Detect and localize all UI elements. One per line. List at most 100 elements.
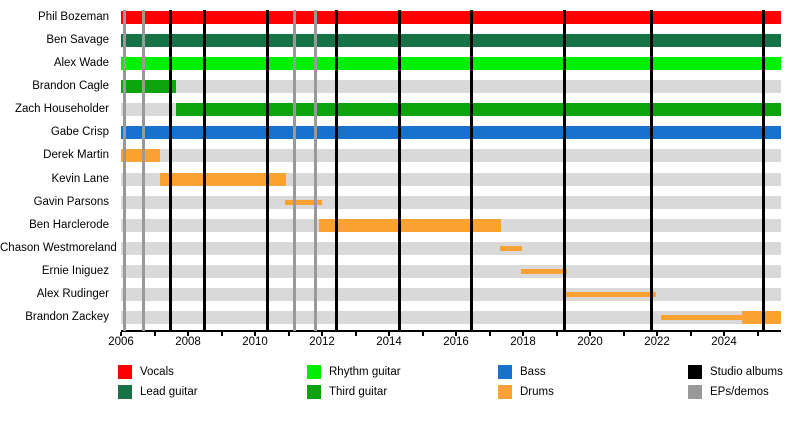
x-axis-tick: [287, 332, 290, 336]
tenure-bar: [121, 33, 781, 47]
row-track: [121, 265, 781, 279]
x-axis-tick: [120, 332, 122, 336]
x-axis-tick-label: 2016: [443, 336, 469, 348]
x-axis-tick: [153, 332, 156, 336]
tenure-bar: [499, 246, 522, 251]
member-label: Ben Harclerode: [29, 218, 109, 231]
studio-albums-swatch-icon: [688, 365, 702, 379]
studio-album-line: [563, 10, 567, 331]
x-axis-tick: [388, 332, 391, 336]
rhythm-guitar-swatch-icon: [307, 365, 321, 379]
legend-label: Third guitar: [329, 386, 388, 398]
studio-album-line: [470, 10, 474, 331]
legend-item: Lead guitar: [118, 382, 198, 402]
studio-album-line: [265, 10, 269, 331]
legend-item: EPs/demos: [688, 382, 783, 402]
bass-swatch-icon: [498, 365, 512, 379]
x-axis-tick-label: 2014: [376, 336, 402, 348]
studio-album-line: [169, 10, 173, 331]
row-track: [121, 311, 781, 325]
legend-item: Rhythm guitar: [307, 362, 401, 382]
ep-demo-line: [142, 10, 146, 331]
legend-item: Bass: [498, 362, 554, 382]
legend-column: Bass Drums: [498, 362, 554, 402]
legend-label: Bass: [520, 366, 546, 378]
x-axis-tick: [723, 332, 726, 336]
row-track: [121, 79, 781, 93]
legend-label: Vocals: [140, 366, 174, 378]
x-axis-tick: [220, 332, 223, 336]
member-label: Ben Savage: [46, 33, 109, 46]
x-axis-tick: [689, 332, 692, 336]
x-axis-tick-label: 2008: [175, 336, 201, 348]
membership-timeline-chart: Phil Bozeman Ben Savage Alex Wade Brandon C…: [0, 0, 781, 348]
x-axis-tick-label: 2006: [108, 336, 134, 348]
x-axis-tick: [421, 332, 424, 336]
row-track: [121, 288, 781, 302]
x-axis-tick: [187, 332, 189, 336]
member-label: Chason Westmoreland: [0, 242, 117, 254]
x-axis-tick-label: 2018: [510, 336, 536, 348]
member-label: Ernie Iniguez: [41, 265, 109, 278]
row-track: [121, 172, 781, 186]
plot-area: [121, 0, 781, 331]
member-label: Zach Householder: [15, 103, 109, 116]
third-guitar-swatch-icon: [307, 385, 321, 399]
member-label: Gavin Parsons: [33, 195, 109, 208]
legend-item: Third guitar: [307, 382, 401, 402]
tenure-bar: [742, 311, 781, 325]
legend-item: Studio albums: [688, 362, 783, 382]
x-axis-tick: [589, 332, 592, 336]
member-label: Alex Wade: [53, 56, 109, 69]
x-axis-tick-label: 2012: [309, 336, 335, 348]
member-label: Brandon Cagle: [32, 79, 109, 92]
row-track: [121, 149, 781, 163]
x-axis-tick: [756, 332, 759, 336]
member-label: Kevin Lane: [51, 172, 109, 185]
studio-album-line: [334, 10, 338, 331]
x-axis-tick: [254, 332, 256, 336]
member-label: Alex Rudinger: [36, 288, 109, 301]
drums-swatch-icon: [498, 385, 512, 399]
x-axis-tick: [488, 332, 491, 336]
tenure-bar: [121, 10, 781, 24]
tenure-bar: [121, 56, 781, 70]
ep-demo-line: [314, 10, 318, 331]
legend-column: Vocals Lead guitar: [118, 362, 198, 402]
legend-column: Rhythm guitar Third guitar: [307, 362, 401, 402]
row-track: [121, 242, 781, 255]
tenure-bar: [176, 103, 781, 117]
tenure-bar: [160, 172, 286, 186]
member-label: Brandon Zackey: [25, 311, 109, 324]
tenure-bar: [660, 315, 743, 321]
x-axis-tick: [555, 332, 558, 336]
member-label: Gabe Crisp: [50, 126, 109, 139]
x-axis-tick-label: 2022: [644, 336, 670, 348]
legend-label: Studio albums: [710, 366, 783, 378]
legend-item: Drums: [498, 382, 554, 402]
legend: Vocals Lead guitar Rhythm guitar Third guit…: [0, 356, 800, 422]
legend-label: Drums: [520, 386, 554, 398]
legend-label: Rhythm guitar: [329, 366, 401, 378]
vocals-swatch-icon: [118, 365, 132, 379]
tenure-bar: [121, 149, 161, 163]
ep-demo-line: [122, 10, 126, 331]
studio-album-line: [762, 10, 766, 331]
x-axis-tick: [321, 332, 323, 336]
x-axis-tick: [455, 332, 458, 336]
legend-label: Lead guitar: [140, 386, 198, 398]
eps-demos-swatch-icon: [688, 385, 702, 399]
studio-album-line: [398, 10, 402, 331]
row-track: [121, 195, 781, 209]
x-axis-tick-label: 2010: [242, 336, 268, 348]
legend-column: Studio albums EPs/demos: [688, 362, 783, 402]
x-axis-tick-label: 2020: [577, 336, 603, 348]
studio-album-line: [202, 10, 206, 331]
studio-album-line: [649, 10, 653, 331]
tenure-bar: [520, 269, 568, 275]
x-axis-tick: [522, 332, 525, 336]
x-axis-tick: [354, 332, 357, 336]
x-axis-tick: [656, 332, 659, 336]
tenure-bar: [318, 218, 501, 232]
x-axis-tick-label: 2024: [711, 336, 737, 348]
